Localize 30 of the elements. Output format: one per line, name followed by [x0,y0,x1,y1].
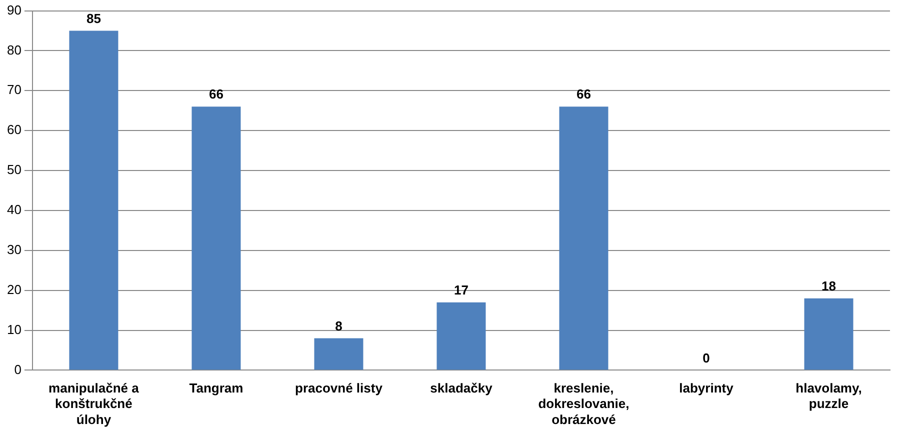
bar [192,106,241,370]
y-tick-label: 30 [6,242,22,257]
y-tick-label: 40 [6,202,22,218]
bar [804,298,854,370]
bar [69,30,118,370]
x-tick-label: labyrinty [679,380,734,396]
x-tick-label: Tangram [189,380,244,396]
x-tick-label: hlavolamy, puzzle [796,380,862,412]
y-tick-label: 90 [6,2,22,18]
x-tick-label: skladačky [430,380,494,396]
bar [314,338,364,370]
data-label: 66 [208,86,224,102]
y-tick-label: 60 [6,122,22,138]
y-tick-label: 80 [6,42,22,58]
y-tick-label: 10 [6,322,22,337]
data-label: 85 [86,10,101,26]
y-tick-label: 0 [14,362,22,377]
x-tick-label: kreslenie, dokreslovanie, obrázkové [538,380,630,427]
data-label: 17 [454,282,468,298]
y-tick-label: 50 [6,162,22,178]
data-label: 66 [576,86,591,102]
y-tick-label: 70 [6,82,22,98]
x-tick-label: manipulačné a konštrukčné úlohy [48,380,140,427]
data-label: 18 [822,278,836,294]
x-tick-label: pracovné listy [295,380,384,396]
bar [559,106,608,370]
data-label: 8 [335,318,342,334]
bar [436,302,486,370]
data-label: 0 [702,350,710,366]
y-tick-label: 20 [6,282,22,297]
